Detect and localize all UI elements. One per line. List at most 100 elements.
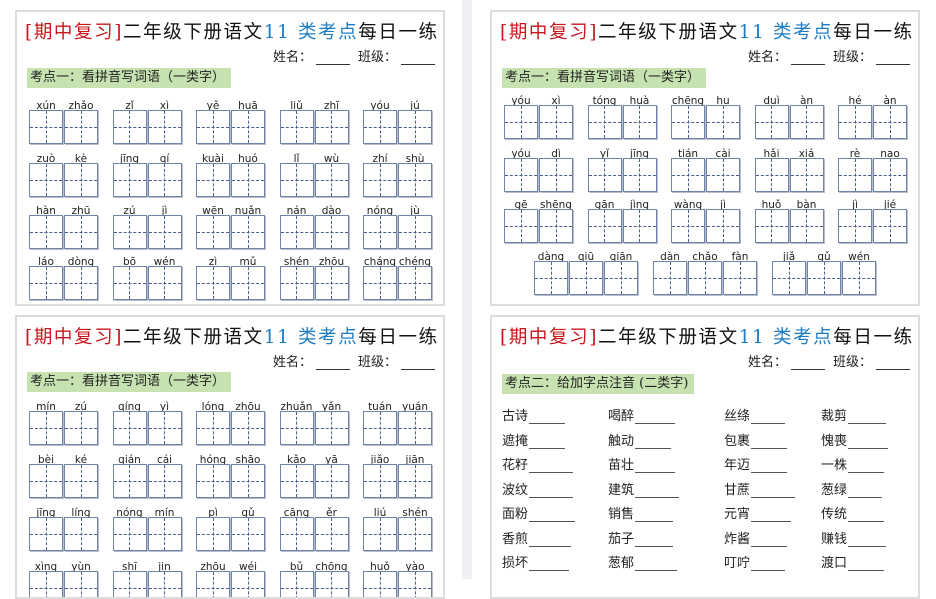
tianzige-box[interactable] bbox=[279, 110, 314, 144]
tianzige-box[interactable] bbox=[196, 464, 230, 498]
tianzige-box[interactable] bbox=[398, 266, 432, 300]
tianzige-box[interactable] bbox=[64, 110, 98, 144]
tianzige-box[interactable] bbox=[64, 266, 98, 300]
tianzige-box[interactable] bbox=[112, 464, 147, 498]
tianzige-box[interactable] bbox=[231, 464, 265, 498]
tianzige-box[interactable] bbox=[398, 215, 432, 249]
tianzige-box[interactable] bbox=[147, 464, 182, 498]
tianzige-box[interactable] bbox=[279, 266, 314, 300]
tianzige-box[interactable] bbox=[314, 464, 349, 498]
tianzige-box[interactable] bbox=[29, 464, 63, 498]
tianzige-box[interactable] bbox=[279, 411, 314, 445]
tianzige-box[interactable] bbox=[398, 464, 432, 498]
name-field[interactable] bbox=[315, 51, 350, 65]
answer-blank[interactable] bbox=[635, 557, 678, 571]
tianzige-box[interactable] bbox=[363, 464, 397, 498]
tianzige-box[interactable] bbox=[789, 105, 824, 139]
tianzige-box[interactable] bbox=[363, 266, 397, 300]
tianzige-box[interactable] bbox=[587, 209, 622, 243]
tianzige-box[interactable] bbox=[504, 209, 538, 243]
tianzige-box[interactable] bbox=[789, 209, 824, 243]
answer-blank[interactable] bbox=[529, 435, 566, 449]
tianzige-box[interactable] bbox=[504, 158, 538, 192]
tianzige-box[interactable] bbox=[147, 163, 182, 197]
answer-blank[interactable] bbox=[529, 533, 572, 547]
tianzige-box[interactable] bbox=[64, 464, 98, 498]
tianzige-box[interactable] bbox=[622, 209, 657, 243]
tianzige-box[interactable] bbox=[29, 411, 63, 445]
answer-blank[interactable] bbox=[529, 459, 574, 473]
tianzige-box[interactable] bbox=[196, 110, 230, 144]
answer-blank[interactable] bbox=[751, 508, 792, 522]
tianzige-box[interactable] bbox=[112, 110, 147, 144]
tianzige-box[interactable] bbox=[504, 105, 538, 139]
tianzige-box[interactable] bbox=[64, 517, 98, 551]
name-field[interactable] bbox=[790, 356, 825, 370]
tianzige-box[interactable] bbox=[622, 158, 657, 192]
tianzige-box[interactable] bbox=[754, 105, 789, 139]
class-field[interactable] bbox=[401, 356, 435, 370]
answer-blank[interactable] bbox=[635, 508, 674, 522]
tianzige-box[interactable] bbox=[706, 158, 740, 192]
tianzige-box[interactable] bbox=[29, 215, 63, 249]
tianzige-box[interactable] bbox=[196, 215, 230, 249]
tianzige-box[interactable] bbox=[671, 158, 705, 192]
tianzige-box[interactable] bbox=[398, 163, 432, 197]
tianzige-box[interactable] bbox=[231, 266, 265, 300]
tianzige-box[interactable] bbox=[279, 215, 314, 249]
tianzige-box[interactable] bbox=[279, 517, 314, 551]
tianzige-box[interactable] bbox=[838, 158, 872, 192]
answer-blank[interactable] bbox=[529, 557, 570, 571]
tianzige-box[interactable] bbox=[314, 571, 349, 597]
answer-blank[interactable] bbox=[635, 533, 674, 547]
tianzige-box[interactable] bbox=[147, 571, 182, 597]
tianzige-box[interactable] bbox=[147, 110, 182, 144]
tianzige-box[interactable] bbox=[873, 105, 907, 139]
answer-blank[interactable] bbox=[635, 459, 676, 473]
answer-blank[interactable] bbox=[751, 435, 788, 449]
tianzige-box[interactable] bbox=[842, 261, 876, 295]
tianzige-box[interactable] bbox=[363, 411, 397, 445]
tianzige-box[interactable] bbox=[398, 411, 432, 445]
tianzige-box[interactable] bbox=[706, 209, 740, 243]
tianzige-box[interactable] bbox=[688, 261, 722, 295]
tianzige-box[interactable] bbox=[231, 215, 265, 249]
tianzige-box[interactable] bbox=[112, 411, 147, 445]
tianzige-box[interactable] bbox=[363, 215, 397, 249]
tianzige-box[interactable] bbox=[838, 209, 872, 243]
answer-blank[interactable] bbox=[848, 410, 887, 424]
tianzige-box[interactable] bbox=[231, 517, 265, 551]
tianzige-box[interactable] bbox=[314, 215, 349, 249]
tianzige-box[interactable] bbox=[64, 411, 98, 445]
answer-blank[interactable] bbox=[751, 533, 788, 547]
tianzige-box[interactable] bbox=[112, 517, 147, 551]
tianzige-box[interactable] bbox=[64, 571, 98, 597]
answer-blank[interactable] bbox=[848, 484, 883, 498]
tianzige-box[interactable] bbox=[279, 163, 314, 197]
answer-blank[interactable] bbox=[751, 459, 788, 473]
tianzige-box[interactable] bbox=[314, 110, 349, 144]
tianzige-box[interactable] bbox=[64, 215, 98, 249]
tianzige-box[interactable] bbox=[196, 266, 230, 300]
answer-blank[interactable] bbox=[848, 533, 887, 547]
tianzige-box[interactable] bbox=[231, 163, 265, 197]
tianzige-box[interactable] bbox=[653, 261, 687, 295]
name-field[interactable] bbox=[315, 356, 350, 370]
tianzige-box[interactable] bbox=[363, 571, 397, 597]
tianzige-box[interactable] bbox=[314, 517, 349, 551]
tianzige-box[interactable] bbox=[838, 105, 872, 139]
tianzige-box[interactable] bbox=[587, 105, 622, 139]
tianzige-box[interactable] bbox=[314, 266, 349, 300]
answer-blank[interactable] bbox=[848, 435, 889, 449]
tianzige-box[interactable] bbox=[706, 105, 740, 139]
tianzige-box[interactable] bbox=[539, 209, 573, 243]
tianzige-box[interactable] bbox=[279, 571, 314, 597]
tianzige-box[interactable] bbox=[64, 163, 98, 197]
answer-blank[interactable] bbox=[751, 484, 796, 498]
tianzige-box[interactable] bbox=[671, 105, 705, 139]
tianzige-box[interactable] bbox=[363, 163, 397, 197]
tianzige-box[interactable] bbox=[873, 158, 907, 192]
tianzige-box[interactable] bbox=[314, 411, 349, 445]
class-field[interactable] bbox=[876, 51, 910, 65]
tianzige-box[interactable] bbox=[398, 110, 432, 144]
